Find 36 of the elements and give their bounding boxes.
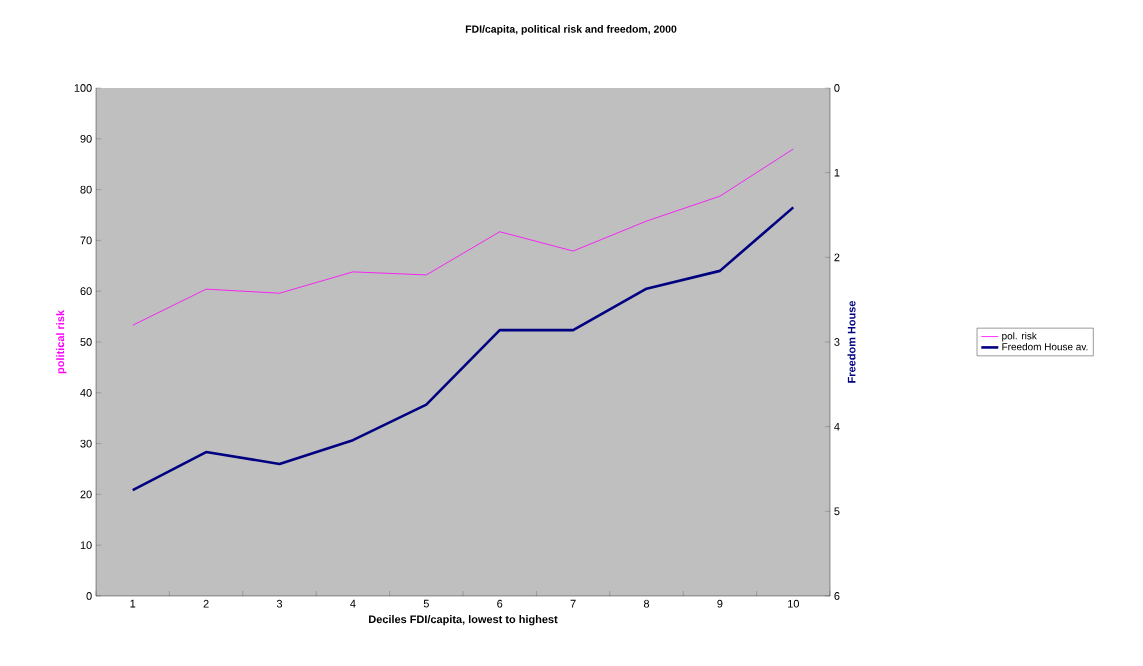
y-tick-label: 70 [80,236,92,245]
y-tick-label: 90 [80,134,92,143]
y2-tick-label: 6 [834,592,840,600]
y-tick-label: 50 [80,338,92,346]
legend-label: pol. risk [1002,332,1037,342]
x-tick-label: 5 [423,599,429,608]
y-tick-label: 10 [80,541,92,550]
x-tick-label: 10 [788,599,799,608]
x-tick-label: 3 [276,599,283,608]
y-tick-label: 80 [80,185,92,194]
y2-tick-label: 4 [834,422,840,431]
y2-tick-label: 1 [834,168,840,177]
chart-title: FDI/capita, political risk and freedom, 2000 [465,25,677,35]
y2-axis-title: Freedom House [847,300,856,383]
y2-tick-label: 0 [834,84,840,92]
y-tick-label: 60 [80,287,92,296]
x-tick-label: 2 [203,599,209,608]
x-tick-label: 1 [130,599,136,608]
y-tick-label: 0 [86,592,92,600]
y-tick-label: 20 [80,490,92,499]
line-series [131,206,795,492]
y-tick-label: 30 [80,439,92,448]
x-tick-label: 4 [350,599,356,608]
y-axis-title: political risk [56,310,67,374]
y2-tick-label: 5 [834,507,840,516]
x-tick-label: 9 [717,599,723,608]
x-tick-label: 6 [497,599,503,608]
y2-tick-label: 2 [834,253,840,262]
y-tick-label: 40 [80,388,92,397]
y-tick-label: 100 [74,84,92,92]
y2-tick-label: 3 [834,338,840,346]
x-tick-label: 7 [570,599,576,608]
legend-label: Freedom House av. [1002,342,1088,351]
x-tick-label: 8 [643,599,650,608]
line-series [132,148,794,326]
x-axis-title: Deciles FDI/capita, lowest to highest [369,615,558,626]
